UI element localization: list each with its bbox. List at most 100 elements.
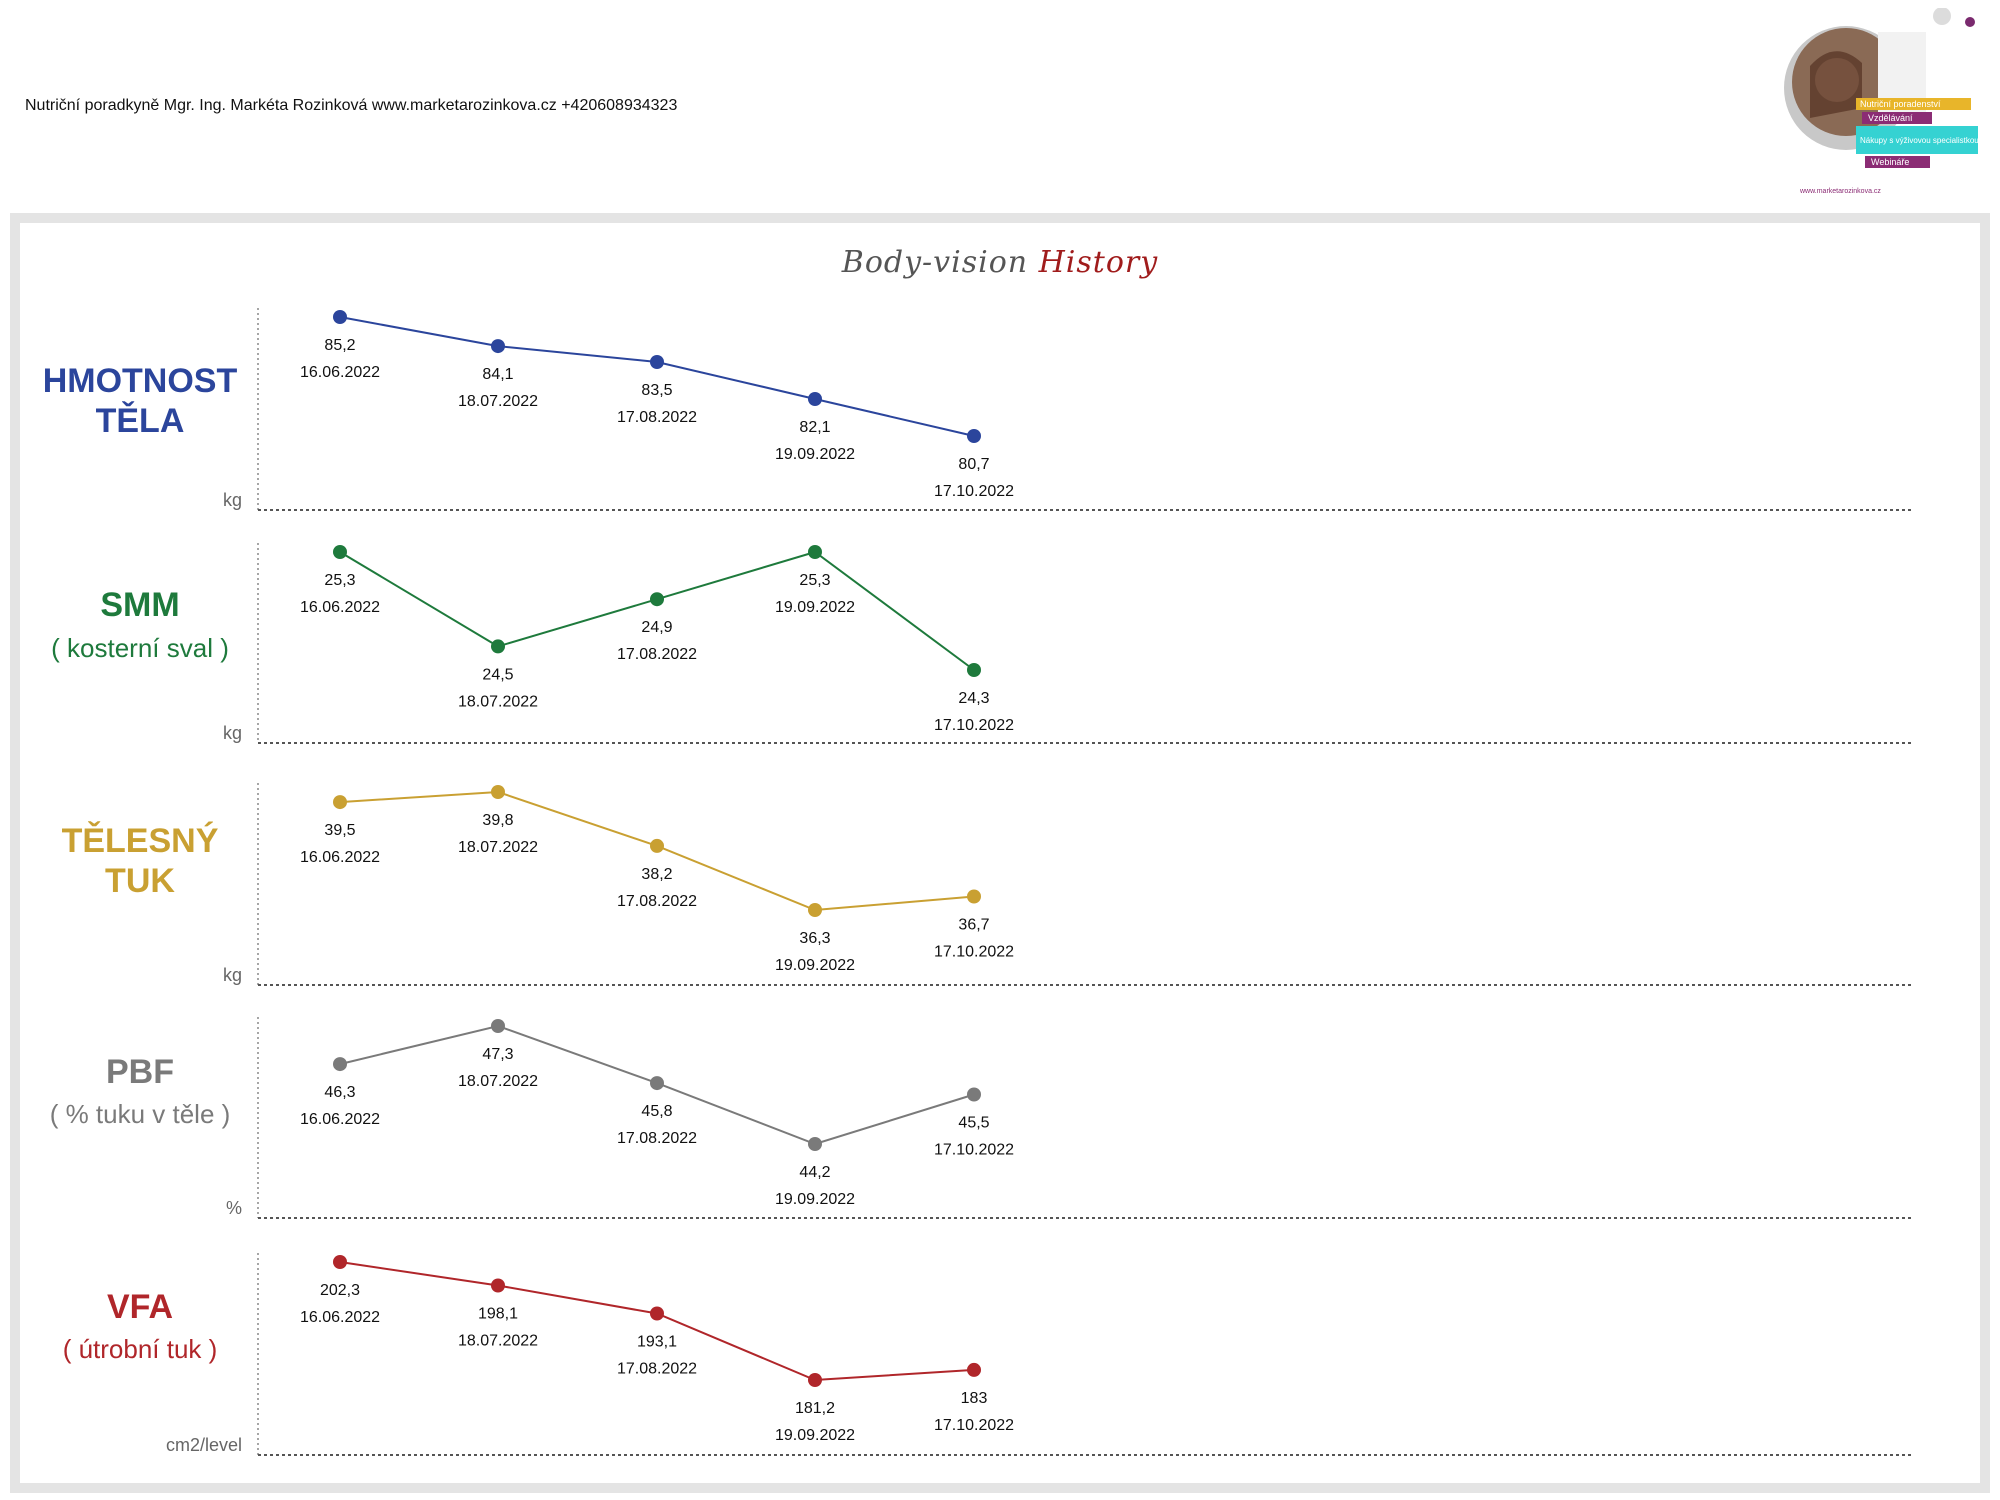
x-tick-label: 19.09.2022 [775, 957, 855, 974]
x-tick-label: 17.10.2022 [934, 1142, 1014, 1159]
x-tick-label: 18.07.2022 [458, 393, 538, 410]
header-contact-text: Nutriční poradkyně Mgr. Ing. Markéta Roz… [25, 97, 678, 114]
x-tick-label: 17.08.2022 [617, 1361, 697, 1378]
data-point [808, 1137, 822, 1151]
data-label: 39,5 [324, 822, 355, 839]
data-point [967, 1362, 981, 1377]
series-title: TĚLESNÝ [62, 822, 219, 860]
chart-panel-inner: Body-vision History [20, 223, 1980, 1483]
logo-tag: Webináře [1871, 157, 1909, 167]
data-label: 36,7 [958, 917, 989, 934]
data-label: 82,1 [799, 419, 830, 436]
unit-label: kg [223, 965, 242, 985]
chart-title-part2: History [1038, 245, 1159, 280]
data-label: 198,1 [478, 1306, 518, 1323]
logo-tag: Nákupy s výživovou specialistkou [1860, 136, 1979, 145]
data-label: 46,3 [324, 1084, 355, 1101]
data-point [967, 663, 981, 677]
series-subtitle: TĚLA [96, 402, 185, 440]
x-tick-label: 16.06.2022 [300, 1309, 380, 1326]
data-point [333, 545, 347, 559]
x-tick-label: 19.09.2022 [775, 446, 855, 463]
series-subtitle: ( útrobní tuk ) [63, 1334, 218, 1364]
data-label: 47,3 [482, 1046, 513, 1063]
series-title: SMM [100, 586, 179, 624]
data-label: 39,8 [482, 812, 513, 829]
x-tick-label: 18.07.2022 [458, 839, 538, 856]
chart-title-part1: Body-vision [841, 245, 1029, 280]
data-point [967, 889, 981, 904]
unit-label: % [226, 1198, 242, 1218]
x-tick-label: 16.06.2022 [300, 849, 380, 866]
data-point [333, 1057, 347, 1072]
x-tick-label: 19.09.2022 [775, 1427, 855, 1444]
x-tick-label: 17.10.2022 [934, 483, 1014, 500]
data-point [808, 545, 822, 559]
logo-tag: Nutriční poradenství [1860, 99, 1941, 109]
x-tick-label: 18.07.2022 [458, 1073, 538, 1090]
data-point [333, 795, 347, 810]
data-point [491, 339, 505, 354]
data-point [650, 592, 664, 607]
data-point [650, 355, 664, 369]
series-title: HMOTNOST [43, 362, 238, 400]
data-point [808, 903, 822, 917]
data-label: 183 [961, 1390, 988, 1407]
data-point [967, 429, 981, 443]
data-point [808, 392, 822, 406]
data-label: 193,1 [637, 1334, 677, 1351]
data-point [491, 1019, 505, 1033]
data-label: 25,3 [324, 572, 355, 589]
data-label: 80,7 [958, 456, 989, 473]
x-tick-label: 19.09.2022 [775, 599, 855, 616]
series-subtitle: ( % tuku v těle ) [50, 1099, 231, 1129]
data-label: 24,9 [641, 619, 672, 636]
data-point [491, 639, 505, 654]
x-tick-label: 19.09.2022 [775, 1191, 855, 1208]
data-point [967, 1087, 981, 1102]
brand-logo: Nutriční poradenství Vzdělávání Nákupy s… [1780, 7, 1985, 203]
data-label: 24,3 [958, 690, 989, 707]
data-label: 85,2 [324, 337, 355, 354]
data-point [650, 1076, 664, 1091]
data-label: 24,5 [482, 666, 513, 683]
x-tick-label: 17.08.2022 [617, 893, 697, 910]
unit-label: kg [223, 490, 242, 510]
data-label: 45,5 [958, 1115, 989, 1132]
x-tick-label: 17.10.2022 [934, 1417, 1014, 1434]
data-point [491, 1278, 505, 1293]
data-label: 38,2 [641, 866, 672, 883]
series-title: PBF [106, 1053, 174, 1091]
data-label: 84,1 [482, 366, 513, 383]
x-tick-label: 16.06.2022 [300, 364, 380, 381]
data-label: 202,3 [320, 1282, 360, 1299]
series-subtitle: ( kosterní sval ) [51, 633, 229, 663]
data-point [650, 838, 664, 853]
data-point [491, 785, 505, 799]
chart-panel: Body-vision History [10, 213, 1990, 1493]
x-tick-label: 18.07.2022 [458, 1333, 538, 1350]
data-label: 25,3 [799, 572, 830, 589]
x-tick-label: 17.10.2022 [934, 717, 1014, 734]
data-point [650, 1306, 664, 1321]
data-label: 181,2 [795, 1400, 835, 1417]
x-tick-label: 16.06.2022 [300, 599, 380, 616]
x-tick-label: 17.10.2022 [934, 944, 1014, 961]
data-label: 45,8 [641, 1103, 672, 1120]
unit-label: kg [223, 723, 242, 743]
data-label: 44,2 [799, 1164, 830, 1181]
data-point [333, 1255, 347, 1269]
series-title: VFA [107, 1288, 173, 1326]
unit-label: cm2/level [166, 1435, 242, 1455]
data-label: 83,5 [641, 382, 672, 399]
data-point [333, 310, 347, 324]
logo-url: www.marketarozinkova.cz [1799, 188, 1881, 195]
series-subtitle: TUK [105, 862, 175, 900]
x-tick-label: 18.07.2022 [458, 693, 538, 710]
x-tick-label: 16.06.2022 [300, 1111, 380, 1128]
chart-title: Body-vision History [20, 245, 1980, 280]
x-tick-label: 17.08.2022 [617, 646, 697, 663]
data-label: 36,3 [799, 930, 830, 947]
logo-tag: Vzdělávání [1868, 113, 1913, 123]
